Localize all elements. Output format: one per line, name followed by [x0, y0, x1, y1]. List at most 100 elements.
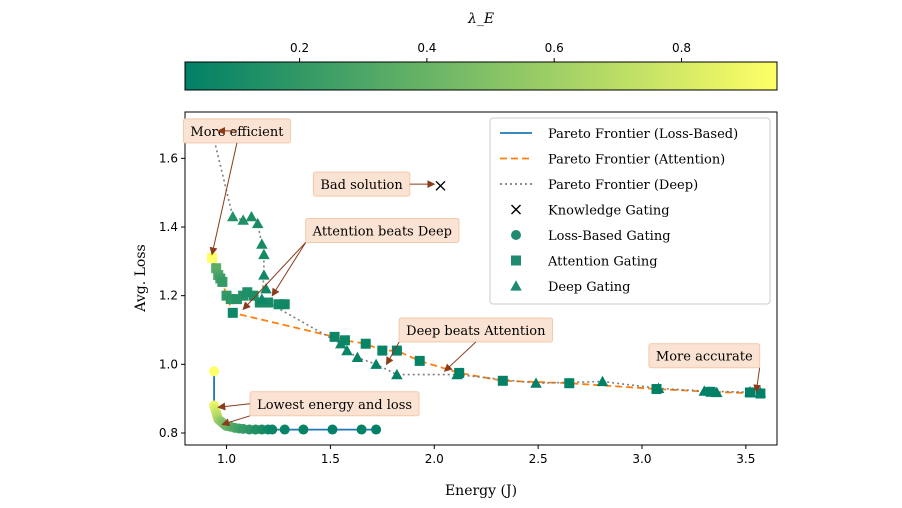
data-point-circle — [267, 424, 278, 435]
data-point-triangle — [260, 283, 272, 294]
y-axis-title: Avg. Loss — [133, 244, 149, 312]
annotation-text: Bad solution — [320, 178, 403, 193]
data-point-triangle — [341, 344, 353, 356]
x-axis-title: Energy (J) — [445, 483, 517, 499]
colorbar-tick-label: 0.2 — [290, 41, 309, 55]
data-point-triangle — [652, 382, 665, 393]
annotation-arrow — [221, 415, 251, 427]
x-tick-label: 1.5 — [321, 452, 340, 466]
annotation: More accurate — [648, 343, 762, 393]
data-point-square — [231, 294, 242, 305]
y-tick-label: 0.8 — [159, 426, 178, 440]
annotation-arrow — [209, 142, 238, 256]
legend-marker-x — [511, 204, 521, 215]
colorbar-ticks: 0.2 0.4 0.6 0.8 — [290, 41, 691, 62]
data-point-triangle — [258, 269, 270, 280]
colorbar-label: λ_E — [467, 11, 494, 27]
annotation-text: Attention beats Deep — [312, 224, 452, 239]
data-point-triangle — [256, 293, 268, 304]
data-point-x — [435, 180, 446, 191]
legend-item: Knowledge Gating — [511, 204, 670, 219]
annotation-text: Deep beats Attention — [406, 324, 546, 339]
legend-item: Attention Gating — [511, 255, 658, 270]
legend-item: Pareto Frontier (Loss-Based) — [500, 127, 738, 142]
annotation: Attention beats Deep — [242, 217, 460, 311]
annotation: Lowest energy and loss — [217, 391, 420, 427]
legend-label: Attention Gating — [547, 255, 658, 270]
annotation-box — [648, 343, 761, 369]
x-tick-label: 2.0 — [425, 452, 444, 466]
x-tick-label: 1.0 — [217, 452, 236, 466]
legend-label: Loss-Based Gating — [548, 229, 671, 244]
legend-item: Pareto Frontier (Deep) — [500, 178, 698, 193]
data-point-square — [360, 338, 371, 349]
y-axis-ticks: 0.8 1.0 1.2 1.4 1.6 — [159, 151, 185, 440]
data-point-square — [227, 307, 238, 318]
data-point-triangle — [237, 214, 249, 225]
data-point-square — [339, 335, 350, 346]
colorbar-tick-label: 0.8 — [672, 41, 691, 55]
data-point-circle — [327, 424, 338, 435]
x-tick-label: 2.5 — [529, 452, 548, 466]
y-tick-label: 1.6 — [159, 151, 178, 165]
data-point-circle — [209, 366, 220, 377]
data-point-triangle — [596, 375, 609, 387]
data-point-triangle — [335, 337, 347, 349]
legend-item: Loss-Based Gating — [511, 229, 671, 244]
data-point-square — [225, 294, 236, 305]
data-point-square — [705, 386, 716, 397]
data-point-triangle — [256, 238, 268, 249]
data-point-triangle — [391, 368, 403, 380]
data-point-square — [414, 355, 425, 366]
colorbar-tick-label: 0.4 — [417, 41, 436, 55]
annotation-arrow — [443, 341, 477, 372]
x-tick-label: 3.0 — [632, 452, 651, 466]
data-point-square — [242, 287, 253, 298]
annotation-text: More efficient — [190, 125, 284, 140]
legend-marker-square — [511, 255, 521, 266]
data-point-triangle — [245, 210, 258, 222]
annotation: Deep beats Attention — [385, 317, 553, 372]
data-point-square — [263, 297, 274, 308]
data-point-triangle — [744, 386, 756, 397]
annotations: More efficient Bad solution Attention beat… — [182, 118, 762, 427]
legend-label: Pareto Frontier (Attention) — [548, 153, 725, 168]
legend-item: Pareto Frontier (Attention) — [500, 153, 725, 168]
data-point-circle — [356, 424, 367, 435]
annotation-arrow — [242, 242, 307, 311]
y-tick-label: 1.0 — [159, 357, 178, 371]
data-point-square — [207, 252, 218, 263]
data-point-square — [377, 345, 388, 356]
data-point-square — [329, 331, 340, 342]
data-point-circle — [279, 424, 290, 435]
data-point-square — [211, 263, 222, 274]
annotation-text: More accurate — [656, 350, 753, 365]
data-point-square — [391, 345, 402, 356]
y-tick-label: 1.4 — [159, 220, 178, 234]
x-tick-label: 3.5 — [736, 452, 755, 466]
data-point-square — [273, 299, 284, 310]
legend-marker-triangle — [510, 280, 522, 291]
legend-label: Deep Gating — [548, 280, 630, 295]
legend-label: Knowledge Gating — [548, 204, 670, 219]
data-point-triangle — [227, 210, 239, 222]
data-point-triangle — [698, 385, 711, 396]
data-point-triangle — [370, 358, 382, 369]
data-point-square — [248, 290, 259, 301]
data-point-square — [217, 276, 228, 287]
data-point-circle — [298, 424, 309, 435]
data-point-square — [279, 299, 290, 310]
annotation-arrow — [271, 242, 307, 297]
colorbar — [184, 61, 778, 91]
legend: Pareto Frontier (Loss-Based) Pareto Front… — [500, 127, 738, 295]
colorbar-tick-label: 0.6 — [545, 41, 564, 55]
annotation: More efficient — [182, 118, 291, 256]
annotation-box — [305, 217, 460, 243]
data-point-triangle — [711, 386, 723, 398]
annotation-text: Lowest energy and loss — [257, 398, 412, 413]
data-point-circle — [371, 424, 382, 435]
annotation-arrow — [385, 341, 400, 366]
legend-label: Pareto Frontier (Loss-Based) — [548, 127, 738, 142]
annotation-arrow — [217, 402, 251, 411]
